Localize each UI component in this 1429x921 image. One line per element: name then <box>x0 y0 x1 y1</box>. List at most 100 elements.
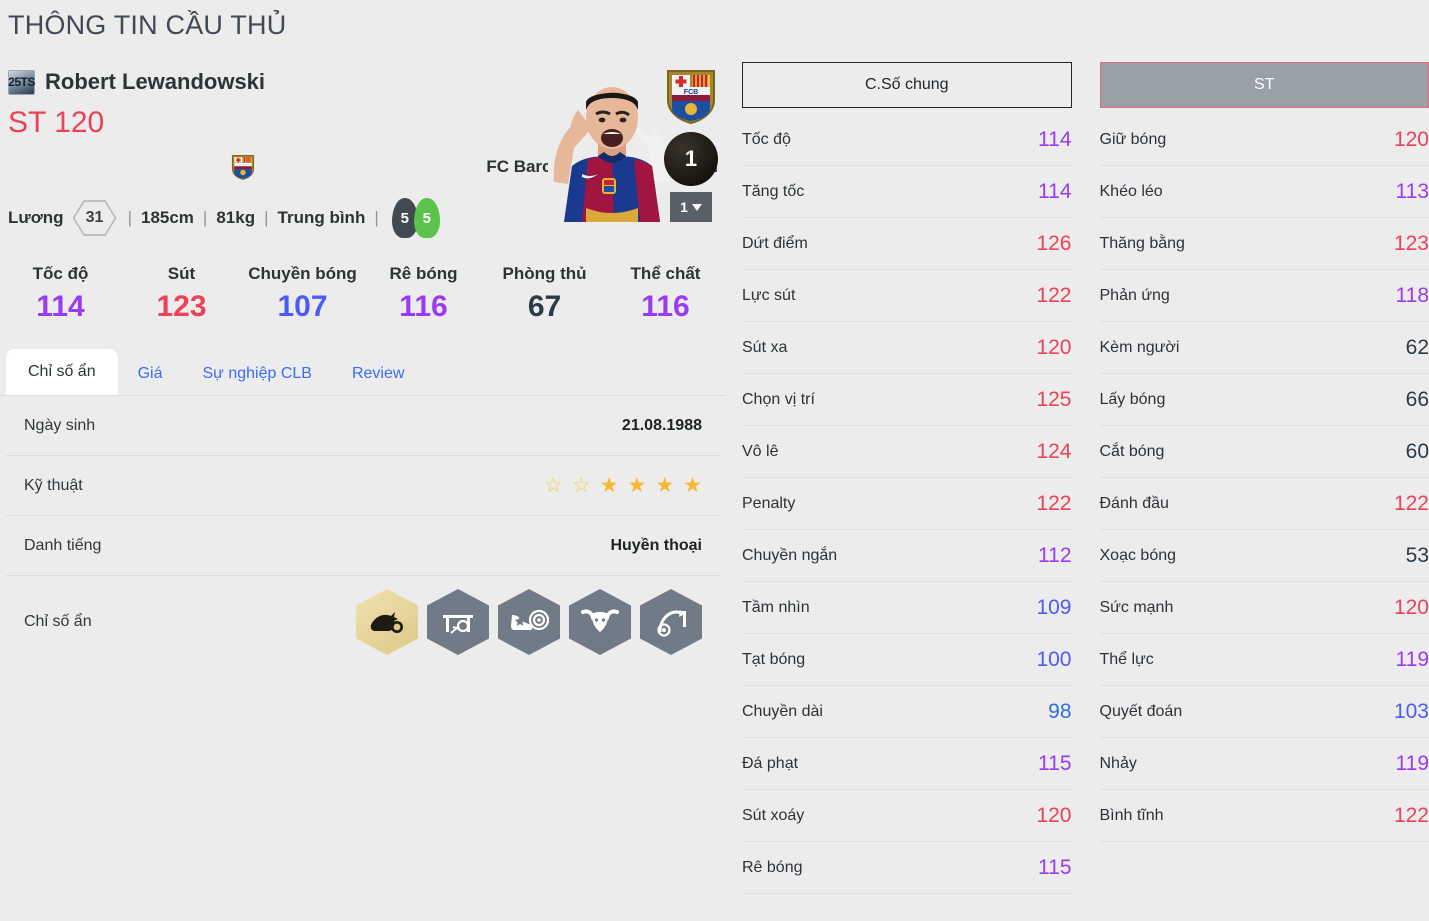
info-row-traits: Chỉ số ẩn <box>6 576 720 668</box>
finesse-boot-icon[interactable] <box>498 589 560 655</box>
star-icon-filled: ★ <box>599 474 619 497</box>
stat-value: 100 <box>1036 647 1072 671</box>
stat-label: Đánh đầu <box>1099 494 1169 512</box>
general-stat-row: Penalty 122 <box>742 478 1072 530</box>
tab-review[interactable]: Review <box>351 365 405 382</box>
meta-separator-1: | <box>127 208 132 227</box>
stat-value: 122 <box>1036 491 1072 515</box>
attribute-passing: Chuyền bóng 107 <box>242 264 363 324</box>
tab-general-stats[interactable]: C.Số chung <box>742 62 1072 108</box>
stat-label: Lấy bóng <box>1099 390 1166 408</box>
position-stat-row: Quyết đoán 103 <box>1099 686 1429 738</box>
stat-label: Tạt bóng <box>742 650 806 668</box>
stat-value: 122 <box>1393 491 1429 515</box>
general-stat-row: Đá phạt 115 <box>742 738 1072 790</box>
stat-label: Xoạc bóng <box>1099 546 1177 564</box>
stat-value: 103 <box>1393 699 1429 723</box>
stat-value: 124 <box>1036 439 1072 463</box>
stat-label: Chuyền ngắn <box>742 546 838 564</box>
general-stat-row: Sút xa 120 <box>742 322 1072 374</box>
position-stat-row: Thăng bằng 123 <box>1099 218 1429 270</box>
general-stat-row: Rê bóng 115 <box>742 842 1072 894</box>
position-stat-row: Giữ bóng 120 <box>1099 114 1429 166</box>
general-stat-row: Tầm nhìn 109 <box>742 582 1072 634</box>
general-stat-row: Vô lê 124 <box>742 426 1072 478</box>
position-rating: ST 120 <box>8 106 105 139</box>
player-summary-panel: 25TS Robert Lewandowski ST 120 FC Barcel… <box>0 62 726 668</box>
general-stat-row: Chọn vị trí 125 <box>742 374 1072 426</box>
stat-label: Tăng tốc <box>742 182 805 200</box>
chevron-down-icon <box>691 203 702 211</box>
stat-label: Sút xa <box>742 338 788 356</box>
stat-value: 115 <box>1038 855 1072 879</box>
stat-label: Tầm nhìn <box>742 598 810 616</box>
general-stat-row: Dứt điểm 126 <box>742 218 1072 270</box>
position-stat-row: Cắt bóng 60 <box>1099 426 1429 478</box>
stat-value: 114 <box>1038 179 1072 203</box>
stat-value: 120 <box>1393 595 1429 619</box>
position-stat-row: Thể lực 119 <box>1099 634 1429 686</box>
crest-text: FCB <box>684 89 698 96</box>
stat-value: 120 <box>1393 127 1429 151</box>
stat-value: 120 <box>1036 803 1072 827</box>
technique-star-rating: ☆ ☆ ★ ★ ★ ★ <box>544 475 702 496</box>
stat-label: Thể lực <box>1099 650 1154 668</box>
stat-label: Phản ứng <box>1099 286 1170 304</box>
attribute-value: 114 <box>36 290 85 323</box>
tab-position-stats[interactable]: ST <box>1099 62 1429 108</box>
stat-label: Dứt điểm <box>742 234 808 252</box>
attribute-value: 123 <box>156 290 207 323</box>
stat-label: Chọn vị trí <box>742 390 815 408</box>
stat-value: 119 <box>1395 751 1429 775</box>
player-name: Robert Lewandowski <box>45 69 266 94</box>
general-stat-row: Sút xoáy 120 <box>742 790 1072 842</box>
level-select-dropdown[interactable]: 1 <box>670 192 712 222</box>
info-row-reputation: Danh tiếng Huyền thoại <box>6 516 720 576</box>
info-label: Ngày sinh <box>24 416 96 434</box>
star-icon-filled: ★ <box>683 474 702 497</box>
player-weight: 81kg <box>216 208 256 227</box>
stat-label: Giữ bóng <box>1099 130 1167 148</box>
stat-label: Rê bóng <box>742 858 803 876</box>
info-label: Danh tiếng <box>24 536 102 554</box>
wage-value: 31 <box>74 202 115 234</box>
position-stat-row: Phản ứng 118 <box>1099 270 1429 322</box>
stat-value: 114 <box>1038 127 1072 151</box>
season-badge-icon: 25TS <box>8 69 35 95</box>
position-stat-row: Xoạc bóng 53 <box>1099 530 1429 582</box>
stat-label: Chuyền dài <box>742 702 823 720</box>
general-stat-row: Tốc độ 114 <box>742 114 1072 166</box>
attribute-label: Sút <box>167 264 196 283</box>
star-icon-filled: ★ <box>627 474 647 497</box>
stat-label: Sút xoáy <box>742 806 805 824</box>
general-stat-row: Chuyền dài 98 <box>742 686 1072 738</box>
tab-hidden-stats[interactable]: Chỉ số ẩn <box>6 349 118 395</box>
stat-value: 113 <box>1395 179 1429 203</box>
card-badges: FCB 1 1 <box>660 68 722 222</box>
speed-dribbler-icon[interactable] <box>356 589 418 655</box>
tab-price[interactable]: Giá <box>137 365 163 382</box>
star-icon-empty: ☆ <box>544 474 563 497</box>
stat-value: 119 <box>1395 647 1429 671</box>
barcelona-crest-icon: FCB <box>667 70 715 124</box>
position-stat-row: Bình tĩnh 122 <box>1099 790 1429 842</box>
stat-value: 115 <box>1038 751 1072 775</box>
club-crest-icon <box>231 155 254 180</box>
star-icon-filled: ★ <box>655 474 675 497</box>
stat-label: Kèm người <box>1099 338 1180 356</box>
stat-value: 66 <box>1405 387 1429 411</box>
bull-strength-icon[interactable] <box>569 589 631 655</box>
power-shot-icon[interactable] <box>427 589 489 655</box>
attribute-value: 67 <box>527 290 562 323</box>
position-stat-row: Lấy bóng 66 <box>1099 374 1429 426</box>
attribute-summary-row: Tốc độ 114 Sút 123 Chuyền bóng 107 Rê bó… <box>0 238 726 324</box>
curve-shot-icon[interactable] <box>640 589 702 655</box>
position-stat-row: Khéo léo 113 <box>1099 166 1429 218</box>
general-stat-row: Tăng tốc 114 <box>742 166 1072 218</box>
tab-club-career[interactable]: Sự nghiệp CLB <box>202 365 312 382</box>
stat-label: Bình tĩnh <box>1099 806 1164 824</box>
attribute-value: 116 <box>641 290 690 323</box>
stat-label: Đá phạt <box>742 754 799 772</box>
attribute-value: 116 <box>399 290 448 323</box>
